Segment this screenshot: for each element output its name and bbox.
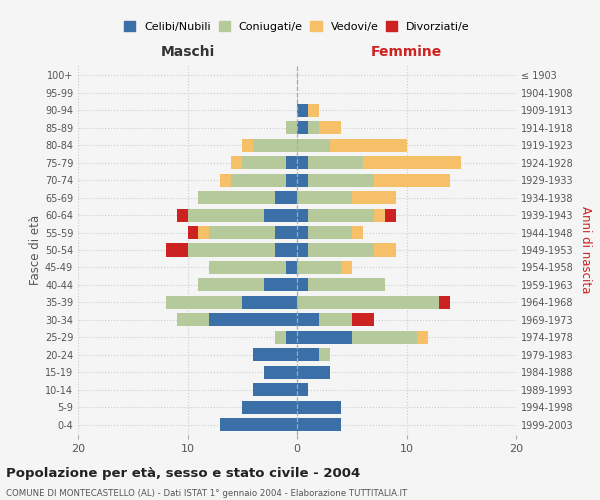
Bar (352, 330, 418, 344)
Bar (286, 330, 297, 344)
Bar (209, 314, 297, 326)
Bar (199, 226, 209, 239)
Bar (297, 400, 341, 413)
Bar (199, 191, 275, 204)
Bar (275, 330, 286, 344)
Bar (286, 156, 297, 170)
Bar (308, 244, 374, 256)
Text: Femmine: Femmine (371, 45, 442, 59)
Bar (209, 226, 275, 239)
Bar (297, 226, 308, 239)
Bar (242, 400, 297, 413)
Bar (187, 244, 275, 256)
Bar (232, 156, 242, 170)
Bar (253, 383, 297, 396)
Bar (209, 261, 286, 274)
Bar (297, 330, 352, 344)
Bar (275, 191, 297, 204)
Bar (374, 174, 450, 186)
Bar (232, 174, 286, 186)
Bar (297, 296, 439, 309)
Bar (308, 104, 319, 117)
Bar (297, 261, 341, 274)
Bar (297, 122, 308, 134)
Bar (297, 104, 308, 117)
Bar (297, 348, 319, 362)
Bar (439, 296, 450, 309)
Bar (352, 314, 374, 326)
Bar (418, 330, 428, 344)
Bar (308, 156, 362, 170)
Bar (199, 278, 264, 291)
Bar (253, 138, 297, 152)
Bar (176, 208, 187, 222)
Bar (319, 314, 352, 326)
Bar (264, 366, 297, 378)
Bar (374, 208, 385, 222)
Bar (297, 174, 308, 186)
Bar (253, 348, 297, 362)
Bar (275, 244, 297, 256)
Y-axis label: Fasce di età: Fasce di età (29, 215, 42, 285)
Bar (297, 418, 341, 431)
Bar (286, 122, 297, 134)
Bar (242, 138, 253, 152)
Text: Popolazione per età, sesso e stato civile - 2004: Popolazione per età, sesso e stato civil… (6, 468, 360, 480)
Bar (374, 244, 395, 256)
Bar (385, 208, 395, 222)
Bar (308, 208, 374, 222)
Legend: Celibi/Nubili, Coniugati/e, Vedovi/e, Divorziati/e: Celibi/Nubili, Coniugati/e, Vedovi/e, Di… (122, 19, 472, 34)
Bar (308, 174, 374, 186)
Bar (319, 122, 341, 134)
Bar (187, 208, 264, 222)
Bar (297, 383, 308, 396)
Bar (166, 296, 242, 309)
Text: Maschi: Maschi (160, 45, 215, 59)
Bar (220, 174, 232, 186)
Bar (286, 261, 297, 274)
Bar (286, 174, 297, 186)
Bar (308, 278, 385, 291)
Bar (220, 418, 297, 431)
Bar (308, 122, 319, 134)
Bar (352, 226, 362, 239)
Bar (330, 138, 407, 152)
Bar (297, 366, 330, 378)
Bar (362, 156, 461, 170)
Bar (308, 226, 352, 239)
Bar (264, 278, 297, 291)
Bar (242, 296, 297, 309)
Bar (297, 278, 308, 291)
Bar (187, 226, 199, 239)
Bar (275, 226, 297, 239)
Text: COMUNE DI MONTECASTELLO (AL) - Dati ISTAT 1° gennaio 2004 - Elaborazione TUTTITA: COMUNE DI MONTECASTELLO (AL) - Dati ISTA… (6, 489, 407, 498)
Bar (264, 208, 297, 222)
Bar (166, 244, 187, 256)
Bar (297, 314, 319, 326)
Bar (297, 208, 308, 222)
Y-axis label: Anni di nascita: Anni di nascita (579, 206, 592, 294)
Bar (297, 244, 308, 256)
Bar (319, 348, 330, 362)
Bar (341, 261, 352, 274)
Bar (242, 156, 286, 170)
Bar (176, 314, 209, 326)
Bar (297, 138, 330, 152)
Bar (297, 191, 352, 204)
Bar (352, 191, 395, 204)
Bar (297, 156, 308, 170)
